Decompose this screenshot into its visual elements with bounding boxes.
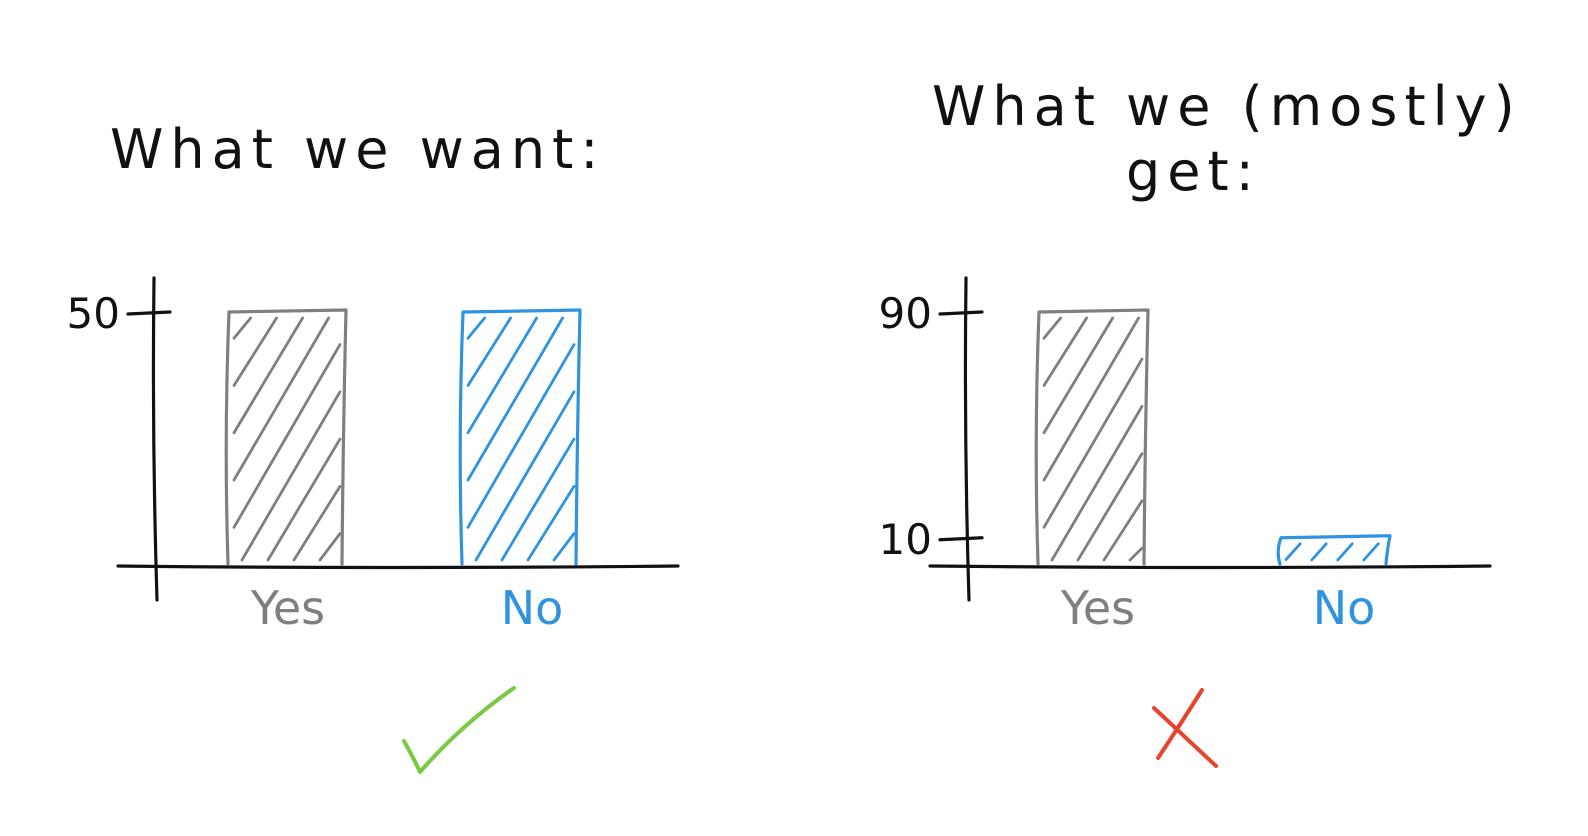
right-chart-title-line-2: get:: [1126, 140, 1261, 203]
chart-0-category-label-no: No: [501, 581, 564, 635]
right-panel: What we (mostly) get: 10 90 Yes No: [879, 75, 1522, 768]
chart-0-ytick-label-50: 50: [67, 289, 120, 338]
chart-1-x-axis: [928, 564, 1492, 570]
chart-0-bar-no: [458, 308, 582, 566]
cross-mark-icon: [1152, 688, 1218, 768]
chart-1-y-axis: [963, 276, 971, 602]
chart-0-y-axis: [151, 276, 159, 602]
left-panel: What we want: 50 Yes No: [67, 118, 680, 774]
chart-1-ytick-90: [938, 310, 984, 316]
chart-1-category-label-no: No: [1313, 581, 1376, 635]
chart-0-category-label-yes: Yes: [250, 581, 325, 635]
chart-0-x-axis: [116, 564, 680, 570]
chart-1-ytick-label-10: 10: [879, 515, 932, 564]
chart-0-bar-yes: [224, 308, 348, 566]
chart-1-bar-yes: [1034, 308, 1150, 566]
right-chart-title-line-1: What we (mostly): [932, 75, 1522, 138]
right-plot-area: 10 90 Yes No: [879, 276, 1492, 635]
left-plot-area: 50 Yes No: [67, 276, 680, 635]
chart-0-ytick-50: [126, 310, 172, 316]
chart-1-ytick-label-90: 90: [879, 289, 932, 338]
check-mark-icon: [402, 686, 516, 774]
chart-1-category-label-yes: Yes: [1060, 581, 1135, 635]
chart-1-ytick-10: [938, 536, 984, 542]
chart-1-bar-no: [1276, 534, 1392, 566]
left-chart-title: What we want:: [110, 118, 605, 181]
